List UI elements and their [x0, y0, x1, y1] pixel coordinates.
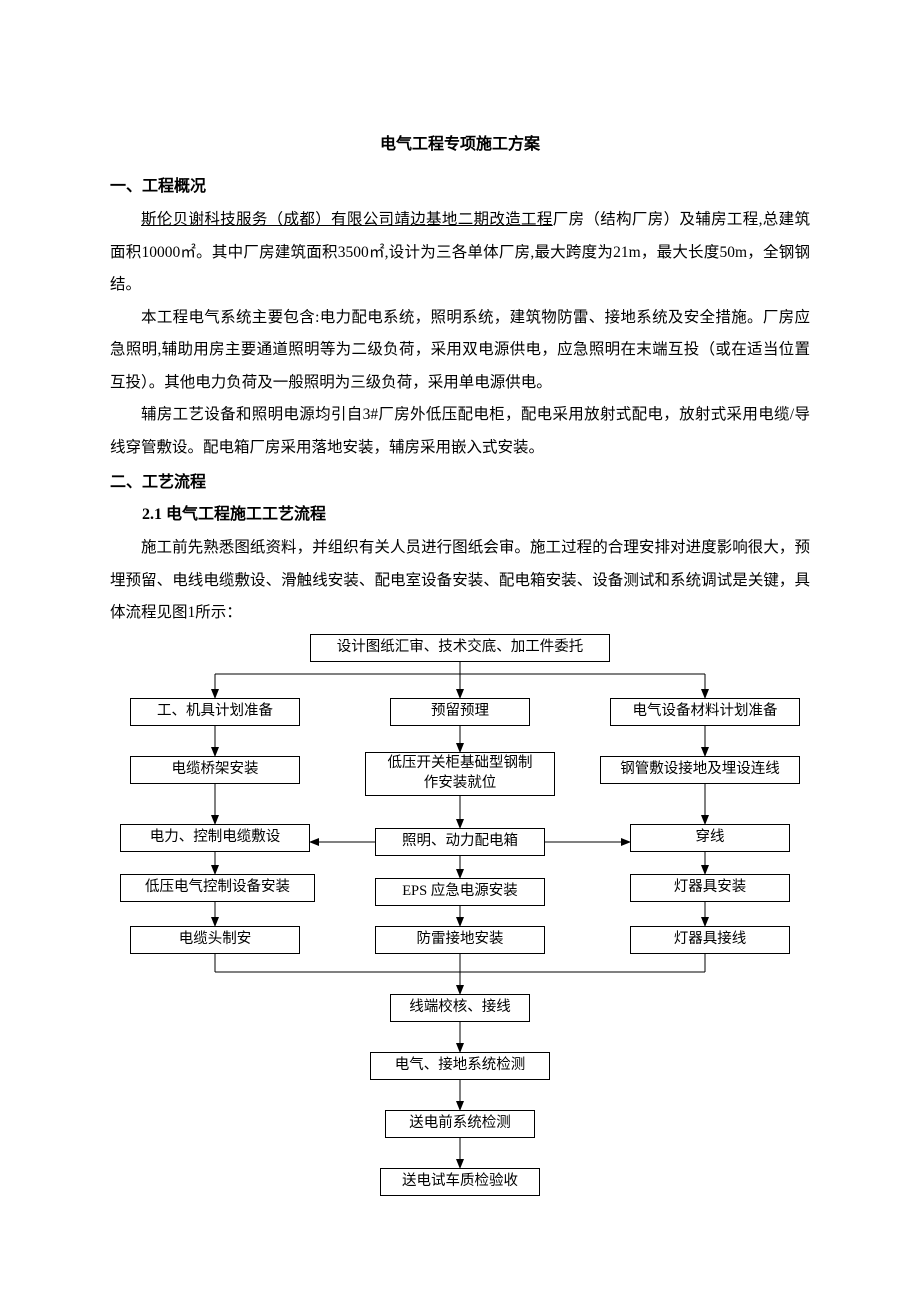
- flow-node-nL5: 电缆头制安: [130, 926, 300, 954]
- flow-node-nC7: 电气、接地系统检测: [370, 1052, 550, 1080]
- flow-node-nR3: 穿线: [630, 824, 790, 852]
- section-2-heading: 二、工艺流程: [110, 468, 810, 492]
- flow-node-n0: 设计图纸汇审、技术交底、加工件委托: [310, 634, 610, 662]
- flow-node-nC6: 线端校核、接线: [390, 994, 530, 1022]
- flow-node-nR1: 电气设备材料计划准备: [610, 698, 800, 726]
- paragraph-4: 施工前先熟悉图纸资料，并组织有关人员进行图纸会审。施工过程的合理安排对进度影响很…: [110, 532, 810, 630]
- flow-node-nL3: 电力、控制电缆敷设: [120, 824, 310, 852]
- flow-node-nC5: 防雷接地安装: [375, 926, 545, 954]
- flow-node-nC3: 照明、动力配电箱: [375, 828, 545, 856]
- flow-node-nL1: 工、机具计划准备: [130, 698, 300, 726]
- doc-title: 电气工程专项施工方案: [110, 130, 810, 154]
- section-1-heading: 一、工程概况: [110, 172, 810, 196]
- flow-node-nL4: 低压电气控制设备安装: [120, 874, 315, 902]
- p1-underline: 斯伦贝谢科技服务（成都）有限公司靖边基地二期改造工程: [141, 211, 553, 228]
- flow-node-nC1: 预留预理: [390, 698, 530, 726]
- flow-node-nC9: 送电试车质检验收: [380, 1168, 540, 1196]
- paragraph-2: 本工程电气系统主要包含:电力配电系统，照明系统，建筑物防雷、接地系统及安全措施。…: [110, 302, 810, 400]
- process-flowchart: 设计图纸汇审、技术交底、加工件委托工、机具计划准备 预留预理 电气设备材料计划准备电…: [110, 634, 810, 1254]
- paragraph-3: 辅房工艺设备和照明电源均引自3#厂房外低压配电柜，配电采用放射式配电，放射式采用…: [110, 399, 810, 464]
- page: 电气工程专项施工方案 一、工程概况 斯伦贝谢科技服务（成都）有限公司靖边基地二期…: [0, 0, 920, 1314]
- section-2-1-heading: 2.1 电气工程施工工艺流程: [110, 500, 810, 524]
- flow-node-nR4: 灯器具安装: [630, 874, 790, 902]
- flow-node-nR2: 钢管敷设接地及埋设连线: [600, 756, 800, 784]
- flow-node-nC2: 低压开关柜基础型钢制 作安装就位: [365, 752, 555, 796]
- flow-node-nL2: 电缆桥架安装: [130, 756, 300, 784]
- flow-node-nC4: EPS 应急电源安装: [375, 878, 545, 906]
- flow-node-nC8: 送电前系统检测: [385, 1110, 535, 1138]
- paragraph-1: 斯伦贝谢科技服务（成都）有限公司靖边基地二期改造工程厂房（结构厂房）及辅房工程,…: [110, 204, 810, 302]
- flow-node-nR5: 灯器具接线: [630, 926, 790, 954]
